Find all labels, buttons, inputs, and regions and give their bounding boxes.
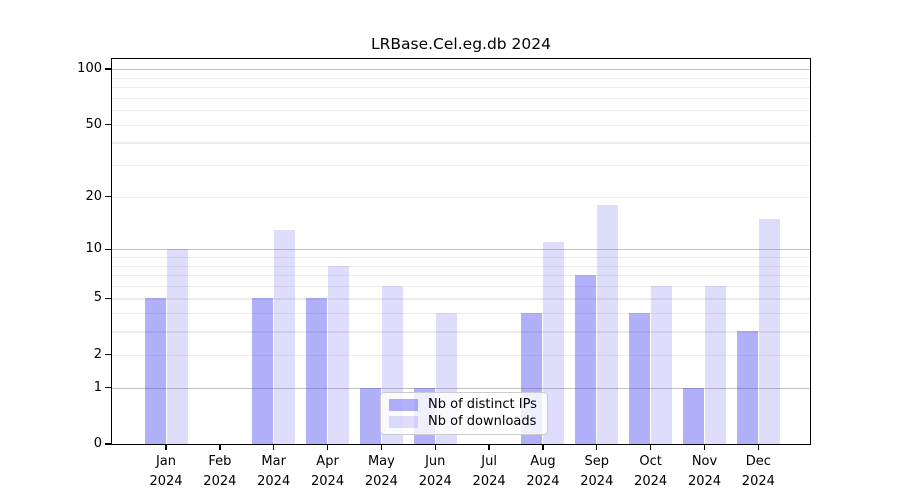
- gridline-major: [112, 387, 810, 389]
- gridline-minor: [112, 298, 810, 300]
- y-tick-mark: [105, 196, 112, 198]
- chart-title: LRBase.Cel.eg.db 2024: [370, 35, 552, 53]
- gridline-minor: [112, 354, 810, 356]
- x-tick-mark: [165, 444, 167, 450]
- x-tick-mark: [326, 444, 329, 450]
- bar-downloads-jan: [166, 249, 188, 444]
- y-tick-mark: [105, 443, 112, 445]
- x-tick-mark: [219, 444, 221, 450]
- x-tick-label: Jan 2024: [149, 454, 183, 489]
- gridline-minor: [112, 331, 810, 333]
- x-tick-mark: [649, 444, 652, 450]
- plot-area: [112, 59, 810, 444]
- y-tick-mark: [105, 387, 112, 389]
- x-tick-label: Oct 2024: [634, 454, 668, 489]
- gridline-minor: [112, 285, 810, 288]
- x-tick-label: Apr 2024: [311, 454, 345, 489]
- x-tick-mark: [434, 444, 436, 450]
- legend-swatch-distinct-ips-icon: [389, 398, 418, 411]
- gridline-minor: [112, 257, 810, 259]
- x-tick-mark: [542, 444, 544, 450]
- gridline-minor: [112, 97, 810, 99]
- x-tick-label: Jul 2024: [472, 454, 506, 489]
- gridline-minor: [112, 313, 810, 315]
- legend: Nb of distinct IPs Nb of downloads: [380, 392, 548, 435]
- legend-label-distinct-ips: Nb of distinct IPs: [428, 397, 537, 412]
- bar-downloads-mar: [274, 229, 296, 444]
- x-tick-label: Mar 2024: [257, 454, 291, 489]
- x-tick-mark: [488, 444, 490, 450]
- bar-distinct-ips-sep: [575, 275, 597, 444]
- y-tick-mark: [105, 248, 112, 250]
- x-tick-mark: [273, 444, 275, 450]
- x-tick-label: Nov 2024: [687, 454, 722, 489]
- y-tick-label: 50: [85, 116, 102, 132]
- bar-downloads-oct: [651, 285, 673, 444]
- bar-downloads-sep: [597, 204, 619, 444]
- bar-distinct-ips-jan: [144, 298, 166, 444]
- gridline-minor: [112, 87, 810, 89]
- bar-downloads-apr: [328, 265, 350, 444]
- bar-downloads-dec: [758, 218, 780, 444]
- x-tick-mark: [596, 444, 598, 450]
- y-tick-label: 2: [93, 346, 102, 362]
- y-tick-label: 20: [85, 188, 102, 204]
- bar-distinct-ips-oct: [629, 313, 651, 444]
- gridline-minor: [112, 77, 810, 79]
- x-tick-label: Feb 2024: [203, 454, 237, 489]
- bar-distinct-ips-may: [359, 387, 381, 444]
- gridline-minor: [112, 110, 810, 112]
- bar-distinct-ips-nov: [683, 387, 704, 444]
- x-tick-label: May 2024: [364, 454, 398, 489]
- bar-distinct-ips-mar: [252, 298, 274, 444]
- x-tick-label: Sep 2024: [580, 454, 614, 489]
- gridline-minor: [112, 275, 810, 277]
- legend-swatch-downloads-icon: [389, 415, 418, 428]
- gridline-minor: [112, 196, 810, 198]
- x-tick-mark: [380, 444, 383, 450]
- bar-downloads-aug: [543, 242, 565, 444]
- bar-downloads-nov: [705, 285, 726, 444]
- y-tick-label: 10: [85, 241, 102, 257]
- x-tick-label: Jun 2024: [418, 454, 452, 489]
- gridline-minor: [112, 124, 810, 126]
- legend-item-downloads: Nb of downloads: [389, 413, 541, 430]
- y-tick-mark: [105, 297, 112, 300]
- x-tick-label: Aug 2024: [526, 454, 560, 489]
- y-tick-label: 100: [77, 61, 102, 77]
- x-tick-mark: [757, 444, 760, 450]
- y-tick-label: 0: [93, 436, 102, 451]
- gridline-minor: [112, 265, 810, 267]
- y-tick-mark: [105, 354, 112, 356]
- y-tick-mark: [105, 68, 112, 70]
- legend-label-downloads: Nb of downloads: [428, 414, 537, 429]
- y-tick-label: 5: [93, 290, 102, 306]
- gridline-minor: [112, 165, 810, 167]
- bar-distinct-ips-apr: [306, 298, 328, 444]
- gridline-major: [112, 69, 810, 71]
- x-tick-mark: [703, 444, 706, 450]
- y-tick-mark: [105, 123, 112, 126]
- x-tick-label: Dec 2024: [741, 454, 775, 489]
- gridline-minor: [112, 142, 810, 144]
- legend-item-distinct-ips: Nb of distinct IPs: [389, 396, 541, 413]
- gridline-major: [112, 249, 810, 251]
- y-tick-label: 1: [93, 379, 102, 395]
- bar-distinct-ips-dec: [736, 331, 758, 444]
